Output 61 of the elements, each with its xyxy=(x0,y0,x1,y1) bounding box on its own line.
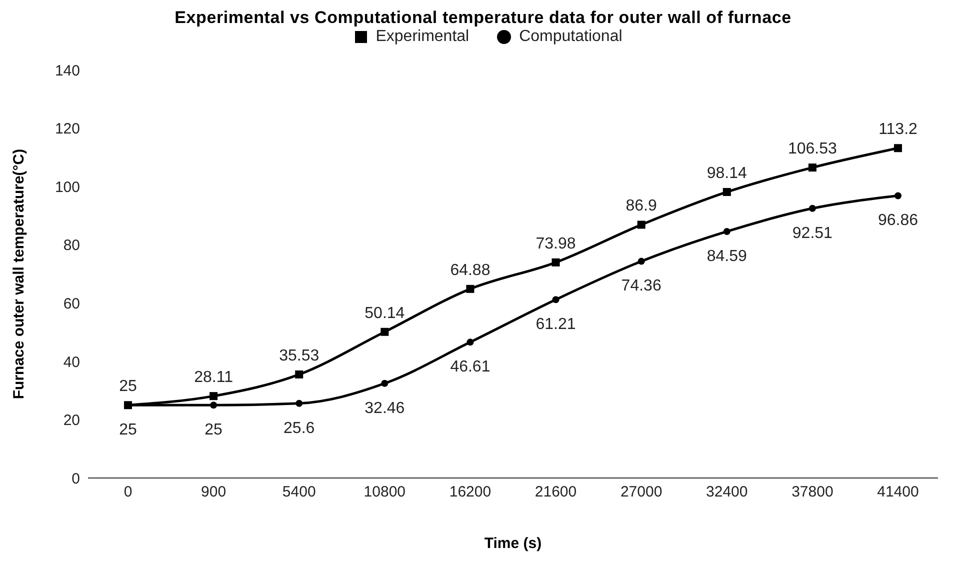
x-tick-label: 10800 xyxy=(364,484,406,501)
x-tick-label: 0 xyxy=(124,484,132,501)
point xyxy=(722,188,731,196)
point xyxy=(295,370,304,378)
x-tick-label: 21600 xyxy=(534,484,577,501)
data-label: 74.36 xyxy=(621,278,662,295)
point xyxy=(381,380,388,387)
data-label: 25 xyxy=(119,422,137,439)
point xyxy=(808,164,816,172)
data-label: 113.2 xyxy=(878,121,918,138)
legend-label: Computational xyxy=(518,28,622,46)
point xyxy=(723,228,730,235)
data-label: 84.59 xyxy=(706,248,748,265)
point xyxy=(638,258,645,265)
data-label: 106.53 xyxy=(788,140,838,158)
x-tick-label: 900 xyxy=(201,484,226,501)
data-label: 50.14 xyxy=(364,304,405,322)
point xyxy=(466,284,474,293)
chart-title: Experimental vs Computational temperature data for outer wall of furnace xyxy=(174,8,792,28)
y-tick-label: 0 xyxy=(72,470,80,488)
data-label: 25 xyxy=(119,378,137,396)
x-tick-label: 37800 xyxy=(792,484,834,501)
point xyxy=(552,258,560,266)
point xyxy=(808,204,816,212)
data-label: 86.9 xyxy=(626,198,658,215)
data-label: 25 xyxy=(204,422,223,439)
data-label: 28.11 xyxy=(194,369,234,386)
y-tick-label: 140 xyxy=(54,62,80,80)
y-tick-label: 120 xyxy=(54,120,80,138)
data-label: 61.21 xyxy=(536,316,576,333)
point xyxy=(466,338,474,346)
point xyxy=(380,328,389,336)
point xyxy=(894,192,902,200)
x-tick-label: 27000 xyxy=(620,484,662,501)
data-label: 96.86 xyxy=(878,212,918,230)
x-tick-label: 32400 xyxy=(706,484,748,501)
data-label: 32.46 xyxy=(364,400,405,417)
x-tick-label: 41400 xyxy=(877,484,919,501)
data-label: 25.6 xyxy=(284,420,315,437)
data-label: 73.98 xyxy=(536,235,576,252)
legend-label: Experimental xyxy=(374,28,470,46)
y-tick-label: 20 xyxy=(63,412,80,430)
data-label: 92.51 xyxy=(792,224,833,242)
data-label: 64.88 xyxy=(450,262,490,279)
x-axis-title: Time (s) xyxy=(484,535,542,552)
x-tick-label: 16200 xyxy=(449,484,492,501)
point xyxy=(210,402,218,409)
y-axis-title: Furnace outer wall temperature(°C) xyxy=(10,148,28,400)
y-tick-label: 100 xyxy=(54,178,80,196)
point xyxy=(637,220,646,229)
point xyxy=(296,400,303,407)
data-label: 46.61 xyxy=(450,358,490,376)
data-label: 98.14 xyxy=(706,164,748,182)
y-tick-label: 80 xyxy=(63,237,80,254)
point xyxy=(894,144,902,152)
y-tick-label: 40 xyxy=(63,354,80,371)
point xyxy=(210,392,218,400)
data-label: 35.53 xyxy=(279,347,320,364)
y-tick-label: 60 xyxy=(63,295,80,312)
point xyxy=(552,296,560,304)
x-tick-label: 5400 xyxy=(282,484,316,501)
